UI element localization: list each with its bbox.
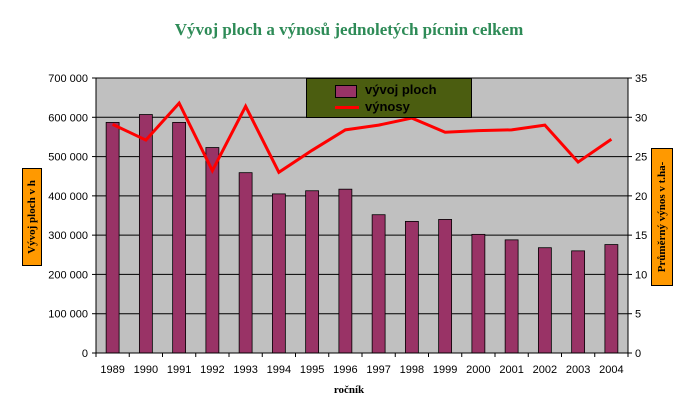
x-tick-label: 1990 [134, 364, 158, 376]
chart-title: Vývoj ploch a výnosů jednoletých pícnin … [174, 20, 524, 39]
bar [138, 114, 153, 354]
x-tick-label: 1999 [433, 364, 457, 376]
y-left-tick-label: 100 000 [48, 309, 88, 321]
y-axis-right-label-text: Průměrný výnos v t.ha- [656, 161, 668, 273]
y-axis-left-label: Vývoj ploch v h [22, 168, 42, 266]
x-tick-label: 2003 [566, 364, 590, 376]
bar [571, 250, 586, 354]
x-tick-label: 2002 [533, 364, 557, 376]
x-tick-label: 1992 [200, 364, 224, 376]
x-tick-label: 1995 [300, 364, 324, 376]
bar [338, 188, 353, 354]
y-right-tick-label: 30 [635, 112, 647, 124]
legend: vývoj ploch výnosy [306, 78, 472, 118]
y-left-tick-labels: 0 100 000 200 000 300 000 400 000 500 000 600 … [48, 73, 96, 360]
x-tick-label: 2004 [599, 364, 623, 376]
bar [371, 214, 386, 354]
legend-line-swatch [335, 106, 359, 109]
y-right-tick-labels: 0 5 10 15 20 25 30 35 [628, 73, 647, 360]
x-tick-label: 1998 [400, 364, 424, 376]
y-left-tick-label: 700 000 [48, 73, 88, 85]
y-right-tick-label: 0 [635, 348, 641, 360]
y-left-tick-label: 400 000 [48, 191, 88, 203]
x-axis-label: ročník [333, 384, 365, 396]
legend-item-bars: vývoj ploch [307, 82, 471, 99]
x-tick-label: 2000 [466, 364, 490, 376]
bar [105, 121, 120, 354]
bar [537, 247, 552, 354]
legend-bar-label: vývoj ploch [365, 82, 437, 97]
y-right-tick-label: 5 [635, 309, 641, 321]
x-tick-label: 1991 [167, 364, 191, 376]
bar [438, 219, 453, 354]
bar [205, 147, 220, 354]
y-axis-left-label-text: Vývoj ploch v h [26, 180, 38, 254]
legend-item-line: výnosy [307, 99, 471, 116]
bar [172, 121, 187, 354]
x-tick-label: 1993 [233, 364, 257, 376]
x-tick-label: 1989 [100, 364, 124, 376]
bar [471, 233, 486, 354]
y-axis-right-label: Průměrný výnos v t.ha- [651, 148, 673, 286]
x-tick-label: 1994 [267, 364, 291, 376]
y-left-tick-label: 0 [82, 348, 88, 360]
y-right-tick-label: 20 [635, 191, 647, 203]
y-left-tick-label: 300 000 [48, 230, 88, 242]
y-left-tick-label: 600 000 [48, 112, 88, 124]
x-tick-label: 1996 [333, 364, 357, 376]
x-tick-label: 2001 [499, 364, 523, 376]
y-right-tick-label: 10 [635, 269, 647, 281]
bar [238, 172, 253, 354]
bar [504, 239, 519, 354]
bar [271, 193, 286, 354]
x-tick-labels: 1989 1990 1991 1992 1993 1994 1995 1996 1997 1998… [95, 353, 629, 376]
bar [305, 190, 320, 354]
legend-bar-swatch [335, 85, 357, 98]
y-left-tick-label: 500 000 [48, 152, 88, 164]
y-left-tick-label: 200 000 [48, 269, 88, 281]
y-right-tick-label: 25 [635, 152, 647, 164]
x-tick-label: 1997 [366, 364, 390, 376]
line-series [111, 100, 613, 175]
bar [404, 220, 419, 354]
y-right-tick-label: 35 [635, 73, 647, 85]
bar-series [105, 114, 619, 354]
bar [604, 244, 619, 354]
y-right-tick-label: 15 [635, 230, 647, 242]
legend-line-label: výnosy [365, 99, 410, 114]
